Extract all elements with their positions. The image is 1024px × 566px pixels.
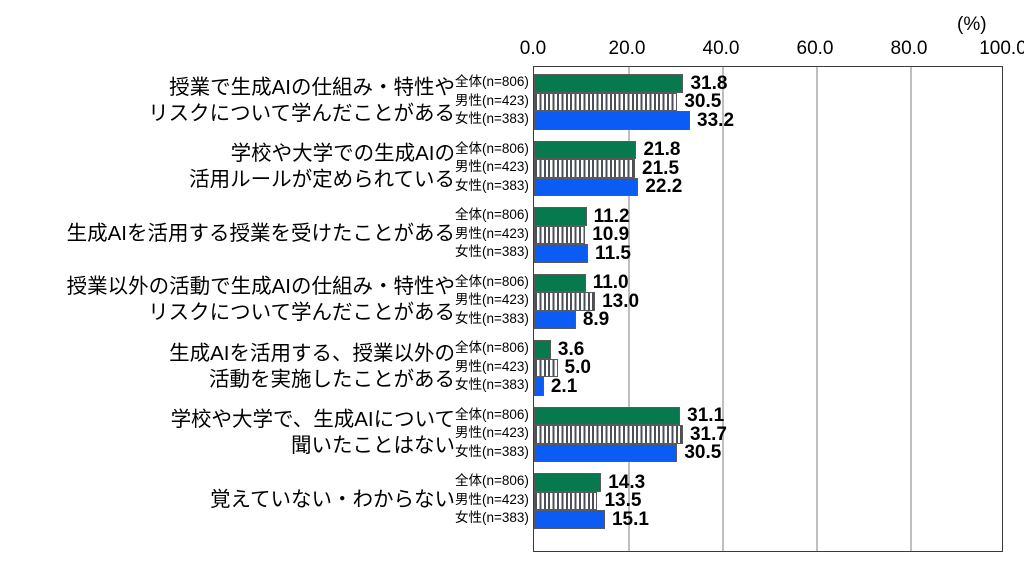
x-axis-tick-100: 100.0	[979, 38, 1024, 59]
bar-value-label: 10.9	[592, 224, 630, 246]
bar-group-4-total	[534, 273, 586, 292]
series-label: 男性(n=423)	[455, 358, 529, 374]
bar-value-label: 3.6	[557, 338, 585, 360]
series-label: 女性(n=383)	[455, 310, 529, 326]
bar-group-6-total	[534, 406, 681, 425]
bar-value-label: 11.0	[592, 272, 629, 294]
series-label: 女性(n=383)	[455, 510, 529, 526]
category-label-1: 授業で生成AIの仕組み・特性や リスクについて学んだことがある	[148, 75, 455, 125]
bar-value-label: 22.2	[645, 176, 683, 198]
bar-group-7-female	[534, 510, 605, 529]
bar-value-label: 13.5	[604, 490, 642, 512]
category-label-column: 授業で生成AIの仕組み・特性や リスクについて学んだことがある学校や大学での生成…	[0, 66, 455, 552]
category-label-6: 学校や大学で、生成AIについて 聞いたことはない	[170, 408, 455, 458]
series-label: 女性(n=383)	[455, 111, 529, 127]
bar-group-1-male	[534, 92, 678, 111]
bar-value-label: 31.8	[690, 72, 728, 94]
gridline-40	[722, 67, 724, 551]
bar-group-5-female	[534, 377, 544, 396]
series-label: 全体(n=806)	[455, 74, 529, 90]
bar-value-label: 11.5	[595, 242, 631, 264]
bar-value-label: 2.1	[550, 375, 578, 397]
series-label: 全体(n=806)	[455, 340, 529, 356]
category-label-2: 学校や大学での生成AIの 活用ルールが定められている	[189, 142, 455, 192]
bar-group-6-female	[534, 443, 678, 462]
series-label: 女性(n=383)	[455, 443, 529, 459]
bar-value-label: 11.2	[593, 205, 630, 227]
bar-group-7-total	[534, 473, 602, 492]
bar-group-3-total	[534, 207, 587, 226]
bar-group-1-total	[534, 74, 684, 93]
gridline-60	[816, 67, 818, 551]
series-label: 男性(n=423)	[455, 491, 529, 507]
bar-value-label: 31.7	[689, 423, 727, 445]
series-label: 全体(n=806)	[455, 473, 529, 489]
category-label-4: 授業以外の活動で生成AIの仕組み・特性や リスクについて学んだことがある	[66, 275, 455, 325]
series-label-column: 全体(n=806) 男性(n=423) 女性(n=383) 全体(n=806) 男性(n…	[455, 66, 533, 552]
bar-value-label: 30.5	[684, 442, 722, 464]
bar-group-2-male	[534, 159, 636, 178]
bar-value-label: 21.5	[642, 157, 680, 179]
bar-group-3-male	[534, 225, 586, 244]
x-axis-tick-40: 40.0	[702, 38, 740, 59]
series-label: 全体(n=806)	[455, 207, 529, 223]
bar-value-label: 15.1	[611, 508, 649, 530]
gridline-80	[910, 67, 912, 551]
bar-value-label: 33.2	[697, 109, 735, 131]
category-label-3: 生成AIを活用する授業を受けたことがある	[66, 221, 455, 245]
x-axis-tick-80: 80.0	[890, 38, 928, 59]
bar-group-2-total	[534, 140, 637, 159]
series-label: 男性(n=423)	[455, 292, 529, 308]
category-label-7: 覚えていない・わからない	[210, 487, 455, 511]
bar-value-label: 31.1	[687, 405, 725, 427]
bar-group-4-male	[534, 292, 596, 311]
bar-group-6-male	[534, 425, 683, 444]
series-label: 女性(n=383)	[455, 377, 529, 393]
series-label: 女性(n=383)	[455, 177, 529, 193]
series-label: 全体(n=806)	[455, 406, 529, 422]
bar-group-5-total	[534, 340, 551, 359]
bar-value-label: 30.5	[684, 91, 722, 113]
x-axis-tick-20: 20.0	[608, 38, 646, 59]
bar-group-3-female	[534, 244, 589, 263]
axis-unit-label: (%)	[957, 14, 987, 35]
series-label: 男性(n=423)	[455, 92, 529, 108]
series-label: 全体(n=806)	[455, 140, 529, 156]
gridline-20	[628, 67, 630, 551]
bar-group-5-male	[534, 358, 558, 377]
bar-value-label: 13.0	[602, 290, 640, 312]
bar-group-2-female	[534, 177, 639, 196]
series-label: 全体(n=806)	[455, 273, 529, 289]
series-label: 男性(n=423)	[455, 425, 529, 441]
bar-group-7-male	[534, 491, 598, 510]
series-label: 男性(n=423)	[455, 159, 529, 175]
plot-area: 31.8 30.5 33.2 21.8 21.5 22.2 11.2 10.9 11.5 11.0…	[533, 66, 1003, 552]
bar-group-1-female	[534, 111, 691, 130]
category-label-5: 生成AIを活用する、授業以外の 活動を実施したことがある	[169, 341, 455, 391]
bar-value-label: 5.0	[564, 357, 591, 379]
x-axis-tick-60: 60.0	[796, 38, 834, 59]
bar-value-label: 8.9	[582, 309, 610, 331]
series-label: 女性(n=383)	[455, 244, 529, 260]
bar-value-label: 21.8	[643, 139, 681, 161]
bar-value-label: 14.3	[608, 471, 646, 493]
series-label: 男性(n=423)	[455, 225, 529, 241]
x-axis-tick-0: 0.0	[519, 38, 547, 59]
bar-group-4-female	[534, 310, 576, 329]
